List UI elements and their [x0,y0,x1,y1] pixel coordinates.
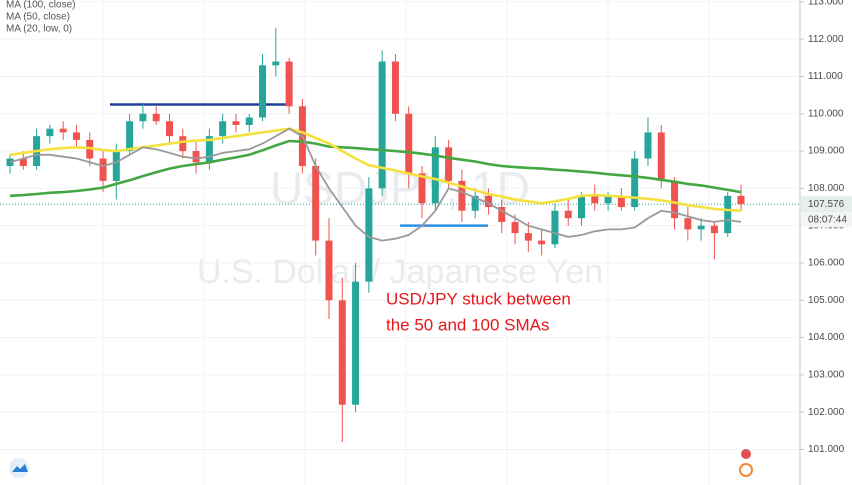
countdown-box [801,212,852,228]
candle-body [179,136,187,152]
candle-body [325,240,333,301]
candle-body [165,121,173,137]
y-tick-label: 111.000 [808,71,843,82]
moving-average-line [9,139,742,198]
countdown: 08:07:44 [808,214,847,225]
y-tick-label: 106.000 [808,258,845,269]
candle-body [259,65,267,118]
candle-body [511,221,519,234]
candle-body [378,61,386,189]
candle-body [445,147,453,181]
annotation-line: the 50 and 100 SMAs [386,315,550,334]
watermark-subtitle: U.S. Dollar / Japanese Yen [197,253,603,291]
candle-body [524,233,532,241]
candle-body [272,61,280,66]
candle-body [484,195,492,208]
candle-body [405,113,413,174]
candle-body [631,158,639,208]
candle-body [72,132,80,140]
candle-body [671,180,679,219]
moving-average-line [9,127,742,213]
candle-body [418,173,426,204]
candle-body [697,225,705,230]
y-tick-label: 105.000 [808,295,845,306]
candle-body [644,132,652,159]
candle-body [498,207,506,222]
candle-body [617,195,625,208]
candle-body [232,121,240,125]
candle-body [219,121,227,137]
candle-body [737,195,745,205]
candle-body [19,158,27,166]
y-tick-label: 104.000 [808,332,845,343]
candle-body [338,300,346,405]
candle-body [551,210,559,245]
candle-body [205,136,213,163]
candle-body [192,151,200,163]
last-price-label: 107.576 [808,199,845,210]
price-axis: 101.000 102.000 103.000 104.000 105.000 106.0… [800,0,852,455]
candle-body [365,188,373,282]
grid-layer [0,0,800,485]
annotation-line: USD/JPY stuck between [386,289,571,308]
candle-body [564,210,572,219]
candle-body [112,151,120,181]
y-tick-label: 103.000 [808,370,845,381]
last-price-box [801,196,852,213]
candle-body [152,113,160,122]
y-tick-label: 108.000 [808,183,845,194]
price-axis-bg [800,0,852,485]
y-tick-label: 113.000 [808,0,844,8]
plot-layer: MA (100, close)MA (50, close)MA (20, low… [0,0,800,443]
candle-body [59,128,67,133]
candle-body [538,240,546,245]
legend-entry: MA (50, close) [6,12,70,23]
moving-average-line [9,127,742,242]
candle-body [604,195,612,204]
legend-entry: MA (20, low, 0) [6,24,72,35]
candle-body [578,195,586,219]
candle-body [391,61,399,114]
event-icon[interactable] [741,449,751,459]
candle-body [710,225,718,234]
candle-body [99,158,107,181]
candle-body [657,132,665,181]
logo-icon [12,464,28,472]
candle-body [431,147,439,204]
candle-body [684,218,692,230]
candle-body [139,113,147,122]
y-tick-label: 102.000 [808,407,845,418]
candle-body [352,281,360,405]
candle-body [471,195,479,211]
candle-body [312,165,320,241]
y-tick-label: 112.000 [808,34,844,45]
candle-body [46,128,54,137]
candle-body [126,121,134,152]
y-tick-label: 110.000 [808,108,844,119]
candle-body [245,117,253,125]
candle-body [591,195,599,204]
event-icon[interactable] [739,463,753,477]
candle-body [724,195,732,234]
legend-entry: MA (100, close) [6,0,75,11]
y-tick-label: 109.000 [808,146,845,157]
candle-body [285,61,293,107]
y-tick-label: 101.000 [808,444,845,455]
candle-body [458,180,466,211]
